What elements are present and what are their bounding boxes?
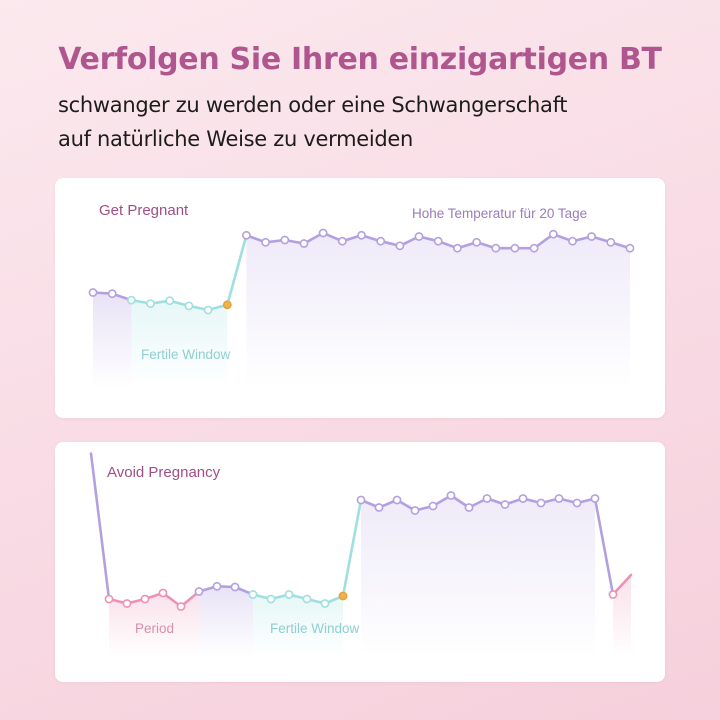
data-points — [88, 228, 635, 315]
subtitle-line-2: auf natürliche Weise zu vermeiden — [58, 127, 414, 151]
data-point — [212, 581, 222, 591]
data-point — [302, 594, 312, 604]
high-phase-fill — [361, 495, 595, 657]
data-point — [158, 588, 168, 598]
ovulation-point — [222, 300, 232, 310]
data-point — [491, 243, 501, 253]
data-point — [548, 229, 558, 239]
data-point — [203, 305, 213, 315]
data-point — [122, 599, 132, 608]
data-point — [392, 495, 402, 505]
data-point — [518, 494, 528, 503]
avoid-pregnancy-chart-card: Avoid Pregnancy Period Fertile Window — [55, 442, 665, 682]
fertile-window-label: Fertile Window — [141, 347, 231, 362]
pre-phase-fill — [93, 292, 132, 388]
data-point — [625, 243, 635, 253]
data-point — [536, 498, 546, 508]
data-point — [472, 237, 481, 247]
period-series-line — [611, 573, 633, 596]
data-point — [356, 495, 366, 505]
data-point — [395, 241, 405, 251]
page-title: Verfolgen Sie Ihren einzigartigen BT — [58, 42, 662, 77]
phase-fills — [109, 495, 631, 657]
data-point — [554, 494, 564, 503]
ovulation-point — [338, 591, 348, 601]
data-point — [572, 498, 582, 508]
data-point — [608, 590, 618, 599]
drop-series-line — [89, 452, 111, 601]
period-phase-fill — [109, 591, 199, 657]
fertile-phase-fill — [131, 300, 228, 388]
data-point — [299, 239, 309, 248]
data-point — [376, 236, 386, 246]
data-point — [587, 232, 596, 241]
high-temperature-annotation: Hohe Temperatur für 20 Tage — [412, 206, 587, 221]
data-point — [230, 582, 240, 592]
data-point — [357, 230, 366, 240]
fertile-phase-fill — [253, 594, 343, 657]
data-point — [318, 228, 328, 238]
data-point — [337, 236, 347, 246]
data-points — [104, 491, 618, 611]
period-label: Period — [135, 621, 174, 636]
data-point — [482, 494, 492, 503]
drop-series-line — [593, 497, 615, 596]
data-point — [500, 500, 510, 509]
data-point — [104, 594, 114, 604]
data-point — [284, 590, 294, 599]
data-point — [464, 503, 474, 512]
pre-phase-fill — [199, 586, 253, 657]
data-point — [510, 243, 520, 253]
avoid-pregnancy-chart: Avoid Pregnancy Period Fertile Window — [89, 452, 633, 657]
data-point — [606, 237, 616, 247]
pre-series-line — [197, 585, 255, 596]
data-point — [107, 289, 117, 299]
data-point — [590, 494, 600, 503]
data-point — [241, 230, 251, 240]
data-point — [261, 237, 270, 247]
rise-series-line — [341, 498, 363, 598]
data-point — [248, 590, 258, 599]
data-point — [452, 243, 462, 253]
phase-fills — [93, 233, 630, 388]
data-point — [410, 506, 420, 515]
data-point — [176, 602, 186, 611]
data-point — [320, 599, 330, 608]
data-point — [529, 243, 539, 253]
data-point — [127, 295, 136, 305]
data-point — [140, 594, 150, 604]
subtitle-line-1: schwanger zu werden oder eine Schwangers… — [58, 93, 568, 117]
period-phase-fill — [613, 575, 631, 657]
data-point — [266, 594, 276, 604]
high-phase-fill — [246, 233, 630, 388]
data-point — [433, 236, 443, 246]
data-point — [146, 299, 155, 308]
data-point — [280, 235, 290, 245]
data-point — [414, 232, 424, 241]
data-point — [194, 587, 204, 596]
data-point — [568, 236, 577, 246]
data-point — [165, 296, 175, 306]
chart-title-get-pregnant: Get Pregnant — [99, 202, 189, 219]
chart-title-avoid-pregnancy: Avoid Pregnancy — [107, 464, 221, 481]
data-point — [88, 288, 98, 297]
get-pregnant-chart: Get Pregnant Hohe Temperatur für 20 Tage… — [88, 202, 635, 388]
data-point — [374, 503, 384, 512]
data-point — [428, 501, 438, 511]
data-point — [446, 491, 456, 500]
get-pregnant-chart-card: Get Pregnant Hohe Temperatur für 20 Tage… — [55, 178, 665, 418]
data-point — [184, 301, 194, 311]
rise-series-line — [226, 234, 248, 307]
fertile-window-label: Fertile Window — [270, 621, 360, 636]
